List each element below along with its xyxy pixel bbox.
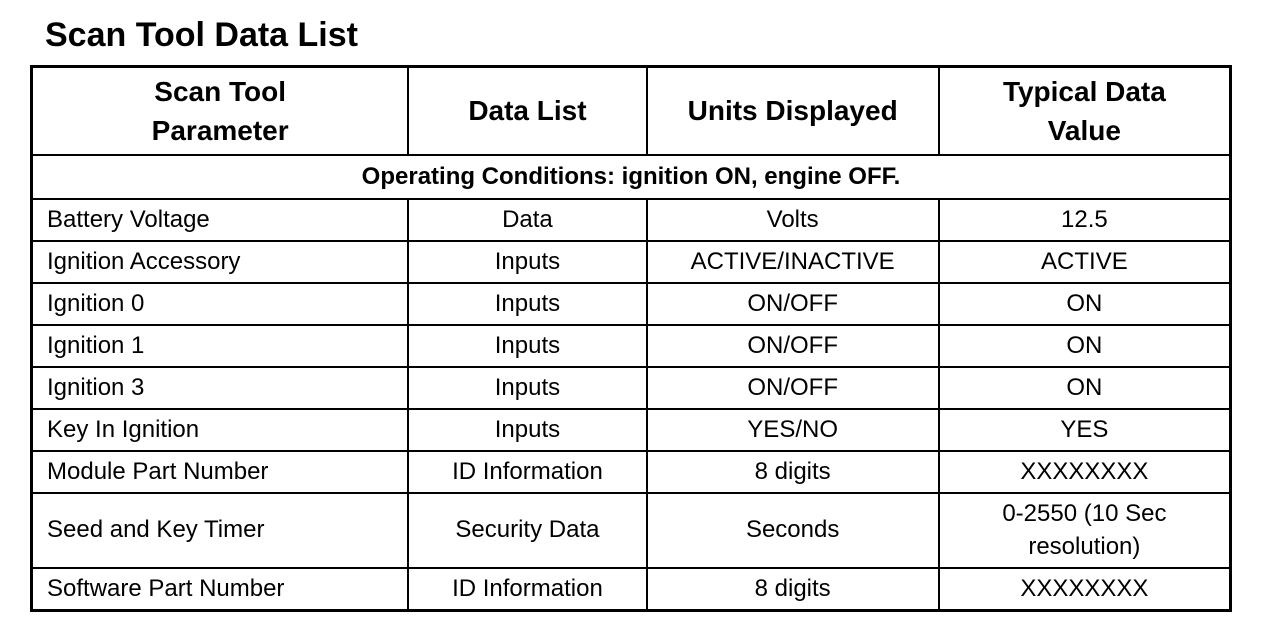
cell-typical-value: XXXXXXXX — [937, 567, 1232, 612]
table-row: Ignition 1 Inputs ON/OFF ON — [30, 324, 1232, 368]
cell-units: ON/OFF — [645, 282, 940, 326]
conditions-row: Operating Conditions: ignition ON, engin… — [30, 154, 1232, 200]
cell-typical-value: ACTIVE — [937, 240, 1232, 284]
cell-parameter: Key In Ignition — [30, 408, 410, 452]
cell-units: ON/OFF — [645, 324, 940, 368]
cell-typical-value: 0-2550 (10 Sec resolution) — [937, 492, 1232, 569]
cell-data-list: Inputs — [407, 408, 648, 452]
header-typical-value: Typical Data Value — [937, 65, 1232, 156]
cell-parameter: Software Part Number — [30, 567, 410, 612]
cell-data-list: Inputs — [407, 240, 648, 284]
cell-data-list: Inputs — [407, 324, 648, 368]
cell-typical-value: 12.5 — [937, 198, 1232, 242]
cell-typical-value: ON — [937, 366, 1232, 410]
table-row: Battery Voltage Data Volts 12.5 — [30, 198, 1232, 242]
table-row: Ignition Accessory Inputs ACTIVE/INACTIVE A… — [30, 240, 1232, 284]
table-row: Module Part Number ID Information 8 digits… — [30, 450, 1232, 494]
cell-parameter: Seed and Key Timer — [30, 492, 410, 569]
cell-units: Volts — [645, 198, 940, 242]
header-data-list: Data List — [407, 65, 648, 156]
cell-typical-value: ON — [937, 324, 1232, 368]
table-row: Key In Ignition Inputs YES/NO YES — [30, 408, 1232, 452]
cell-units: 8 digits — [645, 567, 940, 612]
page-title: Scan Tool Data List — [45, 16, 358, 54]
scan-tool-data-table: Scan Tool Parameter Data List Units Disp… — [30, 65, 1232, 612]
cell-data-list: Security Data — [407, 492, 648, 569]
operating-conditions: Operating Conditions: ignition ON, engin… — [30, 154, 1232, 200]
cell-parameter: Ignition Accessory — [30, 240, 410, 284]
cell-units: Seconds — [645, 492, 940, 569]
table-row: Software Part Number ID Information 8 digi… — [30, 567, 1232, 612]
header-units: Units Displayed — [645, 65, 940, 156]
cell-data-list: Inputs — [407, 282, 648, 326]
table-row: Ignition 0 Inputs ON/OFF ON — [30, 282, 1232, 326]
cell-parameter: Ignition 3 — [30, 366, 410, 410]
cell-units: ON/OFF — [645, 366, 940, 410]
cell-data-list: ID Information — [407, 567, 648, 612]
cell-typical-value: XXXXXXXX — [937, 450, 1232, 494]
cell-units: 8 digits — [645, 450, 940, 494]
header-row: Scan Tool Parameter Data List Units Disp… — [30, 65, 1232, 156]
cell-parameter: Module Part Number — [30, 450, 410, 494]
cell-typical-value: YES — [937, 408, 1232, 452]
cell-units: ACTIVE/INACTIVE — [645, 240, 940, 284]
header-parameter: Scan Tool Parameter — [30, 65, 410, 156]
cell-parameter: Ignition 0 — [30, 282, 410, 326]
table-row: Ignition 3 Inputs ON/OFF ON — [30, 366, 1232, 410]
cell-data-list: Data — [407, 198, 648, 242]
cell-data-list: Inputs — [407, 366, 648, 410]
cell-units: YES/NO — [645, 408, 940, 452]
table-row: Seed and Key Timer Security Data Seconds 0-… — [30, 492, 1232, 569]
cell-parameter: Ignition 1 — [30, 324, 410, 368]
cell-parameter: Battery Voltage — [30, 198, 410, 242]
cell-data-list: ID Information — [407, 450, 648, 494]
cell-typical-value: ON — [937, 282, 1232, 326]
